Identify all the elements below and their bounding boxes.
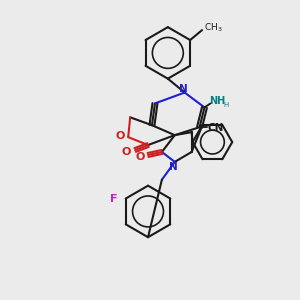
- Text: N: N: [179, 84, 188, 94]
- Text: O: O: [122, 147, 131, 157]
- Text: N: N: [169, 162, 178, 172]
- Text: CH$_3$: CH$_3$: [204, 22, 223, 34]
- Text: CN: CN: [207, 123, 224, 133]
- Text: H: H: [224, 102, 229, 108]
- Text: O: O: [116, 131, 125, 141]
- Text: F: F: [110, 194, 118, 203]
- Text: O: O: [135, 152, 145, 162]
- Text: NH: NH: [209, 97, 226, 106]
